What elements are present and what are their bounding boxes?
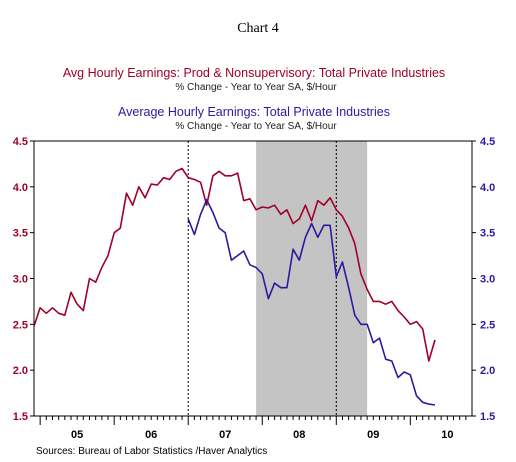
right-tick-label: 4.5 (480, 136, 495, 148)
x-tick-label: 10 (441, 429, 453, 441)
left-tick-label: 4.5 (13, 136, 28, 148)
left-tick-label: 2.0 (13, 365, 28, 377)
recession-shading (256, 141, 368, 416)
chart-title: Chart 4 (237, 21, 279, 36)
x-tick-label: 09 (367, 429, 379, 441)
right-tick-label: 3.0 (480, 274, 495, 286)
left-tick-label: 3.5 (13, 228, 28, 240)
left-tick-label: 3.0 (13, 274, 28, 286)
left-tick-label: 1.5 (13, 411, 28, 423)
right-tick-label: 2.0 (480, 365, 495, 377)
series-2-line (187, 198, 436, 406)
series-1-line (33, 167, 436, 362)
x-tick-label: 06 (145, 429, 157, 441)
right-tick-label: 3.5 (480, 228, 495, 240)
x-tick-label: 08 (293, 429, 305, 441)
series-2-name: Average Hourly Earnings: Total Private I… (118, 105, 390, 119)
right-tick-label: 4.0 (480, 182, 495, 194)
plot-area: 1.5 1.5 2.0 2.0 2.5 2.5 3.0 3.0 3.5 3.5 4.0 4.0 4.5 4… (13, 136, 496, 441)
series-1-name: Avg Hourly Earnings: Prod & Nonsuperviso… (63, 66, 445, 80)
series-2-units: % Change - Year to Year SA, $/Hour (175, 121, 337, 132)
x-tick-label: 05 (71, 429, 83, 441)
right-tick-label: 2.5 (480, 319, 495, 331)
series-1-units: % Change - Year to Year SA, $/Hour (175, 82, 337, 93)
left-tick-label: 4.0 (13, 182, 28, 194)
x-tick-label: 07 (219, 429, 231, 441)
source-note: Sources: Bureau of Labor Statistics /Hav… (36, 446, 267, 457)
left-tick-label: 2.5 (13, 319, 28, 331)
plot-frame (33, 140, 473, 417)
right-tick-label: 1.5 (480, 411, 495, 423)
